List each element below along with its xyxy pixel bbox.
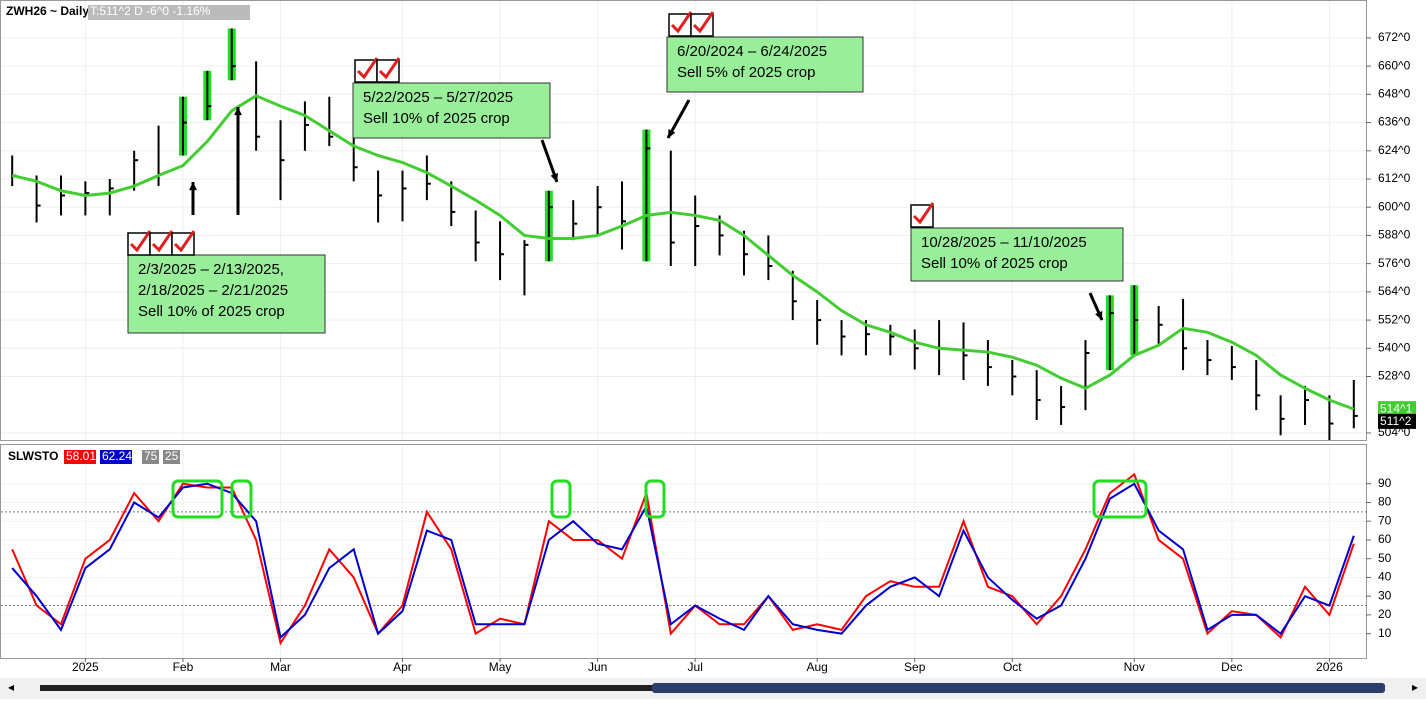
check-mark [670,11,693,34]
annotation-text: Sell 10% of 2025 crop [363,110,510,127]
y-tick-label: 528^0 [1378,369,1411,383]
y-tick-label: 20 [1378,607,1392,621]
y-tick-label: 540^0 [1378,340,1411,354]
y-tick-label: 90 [1378,476,1392,490]
annotation-text: Sell 10% of 2025 crop [921,255,1068,272]
check-mark [356,57,379,80]
check-mark [912,202,935,225]
annotation-box [352,82,551,139]
y-tick-label: 588^0 [1378,228,1411,242]
price-panel [0,0,1367,441]
x-tick-label: Jul [688,660,703,674]
x-tick-label: Oct [1003,660,1022,674]
stoch-line [11,472,1355,646]
y-tick-label: 60 [1378,532,1392,546]
signal-box [171,479,224,519]
moving-average [11,94,1355,411]
y-tick-label: 552^0 [1378,312,1411,326]
ma-last-box [1378,401,1416,417]
check-mark [151,230,174,253]
x-tick-label: May [489,660,512,674]
stoch-title: SLWSTO [8,449,58,463]
y-tick-label: 648^0 [1378,87,1411,101]
y-tick-label: 660^0 [1378,58,1411,72]
y-tick-label: 672^0 [1378,30,1411,44]
legend-value: 75 [144,449,158,463]
signal-box [230,479,253,519]
annotation-box [127,254,326,334]
check-mark [692,11,715,34]
annotation-text: 6/20/2024 – 6/24/2025 [677,43,827,60]
y-tick-label: 10 [1378,626,1392,640]
legend-box [163,450,180,464]
annotation-text: 2/3/2025 – 2/13/2025, [138,261,284,278]
signal-box [644,479,666,519]
x-tick-label: Nov [1124,660,1145,674]
x-tick-label: 2025 [72,660,99,674]
y-tick-label: 50 [1378,551,1392,565]
arrow-head [189,182,197,191]
x-tick-label: 2026 [1316,660,1343,674]
y-tick-label: 612^0 [1378,171,1411,185]
x-tick-label: Dec [1221,660,1242,674]
y-tick-label: 624^0 [1378,143,1411,157]
y-tick-label: 70 [1378,513,1392,527]
annotation-text: Sell 5% of 2025 crop [677,64,815,81]
annotation-text: 5/22/2025 – 5/27/2025 [363,89,513,106]
y-tick-label: 564^0 [1378,284,1411,298]
check-mark [129,230,152,253]
annotation-text: 10/28/2025 – 11/10/2025 [921,234,1087,251]
scroll-left[interactable]: ◂ [8,680,14,694]
arrow-head [668,129,676,138]
stoch-panel [0,444,1367,659]
arrow-head [550,173,558,182]
annotation-box [666,36,864,93]
arrow-head [234,107,242,116]
scroll-right[interactable]: ▸ [1412,680,1418,694]
y-tick-label: 576^0 [1378,256,1411,270]
x-tick-label: Feb [173,660,194,674]
legend-box [142,450,159,464]
scroll-thumb[interactable] [652,683,1385,693]
y-tick-label: 80 [1378,495,1392,509]
y-tick-label: 30 [1378,588,1392,602]
annotation-text: Sell 10% of 2025 crop [138,303,285,320]
check-mark [173,230,196,253]
x-tick-label: Jun [588,660,607,674]
annotation-box [910,227,1124,282]
ma-last-label: 514^1 [1380,401,1413,415]
x-tick-label: Mar [270,660,291,674]
x-tick-label: Sep [904,660,926,674]
check-mark [378,57,401,80]
legend-value: 25 [165,449,179,463]
legend-value: 62.24 [102,449,132,463]
info-box [88,5,250,20]
chart-title: ZWH26 ~ Daily [6,4,89,18]
legend-box [100,450,132,464]
close-last-box [1378,413,1416,429]
signal-box [550,479,572,519]
legend-value: 58.01 [66,449,96,463]
chart-subtitle: T:511^2 D -6^0 -1.16% [90,4,211,18]
annotation-text: 2/18/2025 – 2/21/2025 [138,282,288,299]
stoch-line [11,482,1355,640]
y-tick-label: 600^0 [1378,199,1411,213]
x-tick-label: Apr [393,660,412,674]
signal-box [1092,479,1148,519]
y-tick-label: 636^0 [1378,115,1411,129]
x-tick-label: Aug [806,660,827,674]
arrow-head [1095,311,1103,320]
legend-box [64,450,96,464]
close-last-label: 511^2 [1380,414,1412,428]
y-tick-label: 40 [1378,570,1392,584]
